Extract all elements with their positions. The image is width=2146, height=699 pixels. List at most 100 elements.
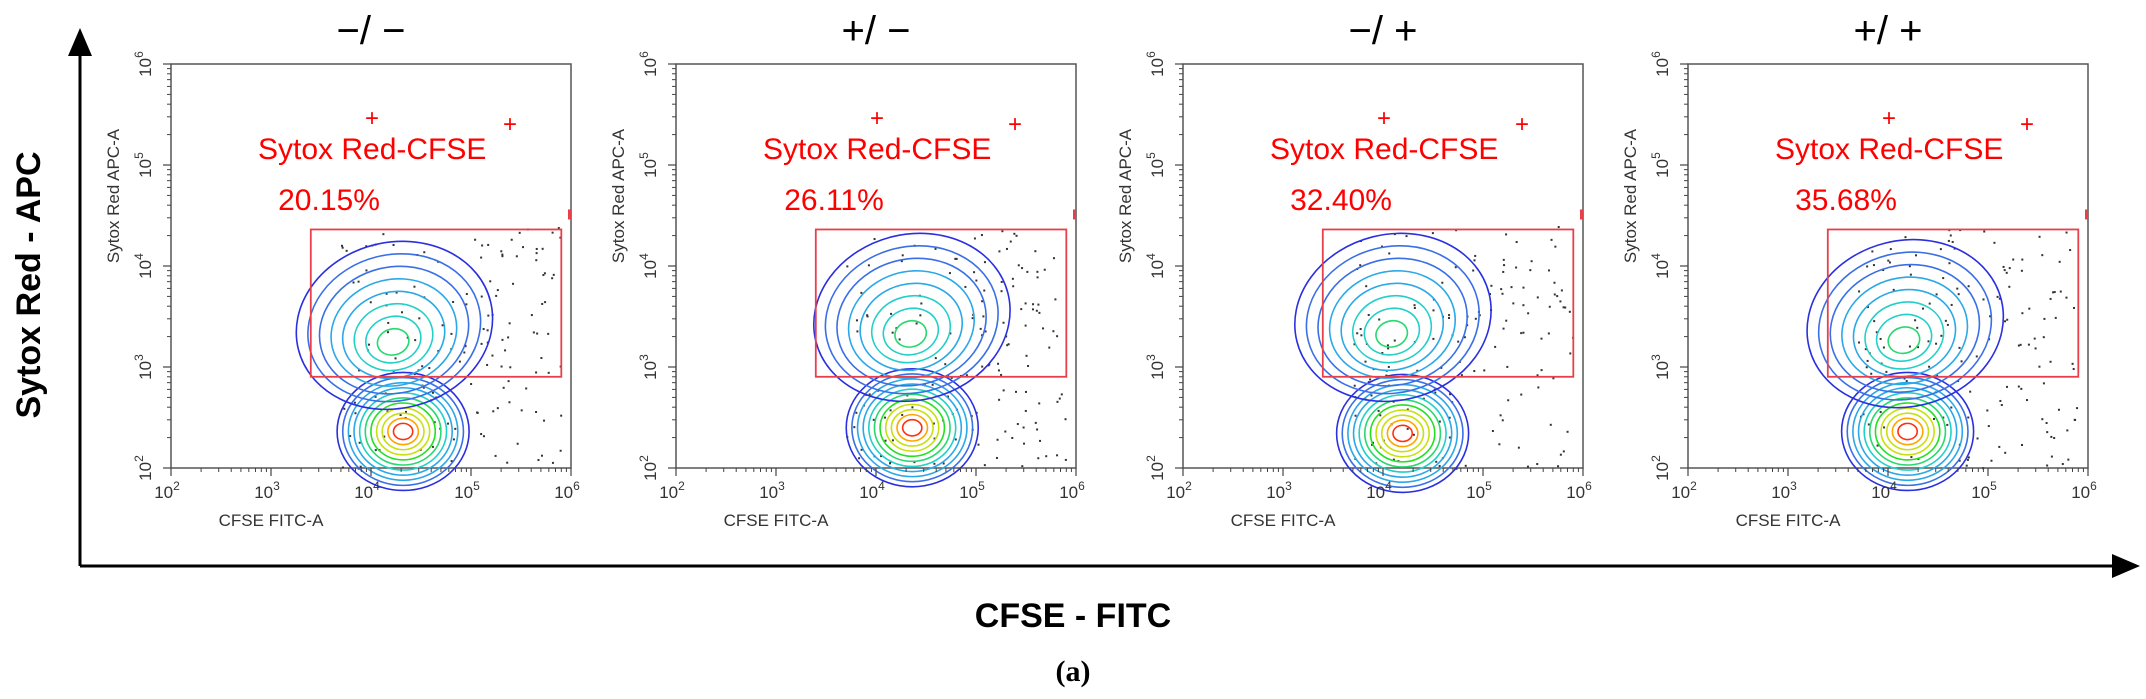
event-dot (898, 338, 901, 341)
event-dot (1540, 337, 1543, 340)
event-dot (1870, 372, 1873, 375)
event-dot (1983, 230, 1986, 233)
contour-ring (1375, 409, 1430, 458)
contour-ring (896, 413, 929, 442)
event-dot (341, 466, 344, 469)
event-dot (1393, 339, 1396, 342)
event-dot (1882, 346, 1885, 349)
event-dot (1559, 300, 1562, 303)
x-tick-label: 103 (759, 479, 785, 502)
event-dot (386, 410, 389, 413)
gate-rect (309, 228, 563, 378)
event-dot (431, 391, 434, 394)
event-dot (1016, 423, 1019, 426)
y-tick-label: 104 (1144, 253, 1167, 279)
event-dot (1502, 327, 1505, 330)
event-dot (1883, 426, 1886, 429)
event-dot (487, 314, 490, 317)
event-dot (1464, 464, 1467, 467)
outer-y-label: Sytox Red - APC (10, 151, 48, 418)
event-dot (2050, 435, 2053, 438)
outer-y-arrow (68, 28, 92, 56)
event-dot (1501, 292, 1504, 295)
event-dot (979, 327, 982, 330)
panel-2: +/ −Sytox Red-CFSE+ +26.11%102 103 104 105 10… (609, 9, 1085, 530)
ticks (668, 63, 1077, 476)
event-dot (1372, 441, 1375, 444)
x-tick-label: 105 (454, 479, 480, 502)
contour-ring (1852, 381, 1964, 482)
event-dot (1888, 261, 1891, 264)
event-dot (1043, 268, 1046, 271)
event-dot (1910, 456, 1913, 459)
event-dot (984, 330, 987, 333)
event-dot (2005, 271, 2008, 274)
event-dot (996, 438, 999, 441)
contour-ring (1841, 276, 1969, 386)
contour-ring (1891, 417, 1924, 446)
event-dot (868, 393, 871, 396)
event-dot (2067, 458, 2070, 461)
event-dot (358, 369, 361, 372)
event-dot (1939, 248, 1942, 251)
event-dot (1011, 277, 1014, 280)
event-dot (1009, 240, 1012, 243)
event-dot (1056, 400, 1059, 403)
event-dot (2043, 317, 2046, 320)
event-dot (1037, 303, 1040, 306)
event-dot (1012, 285, 1015, 288)
event-dot (2052, 291, 2055, 294)
event-dot (880, 455, 883, 458)
event-dot (501, 255, 504, 258)
event-dot (525, 387, 528, 390)
gate-handle (2085, 209, 2088, 220)
x-tick-label: 106 (1566, 479, 1592, 502)
event-dot (1004, 430, 1007, 433)
event-dot (954, 438, 957, 441)
event-dot (1380, 245, 1383, 248)
contour-ring (1840, 371, 1975, 492)
event-dot (1024, 409, 1027, 412)
event-dot (975, 279, 978, 282)
event-dot (433, 421, 436, 424)
x-tick-label: 104 (859, 479, 885, 502)
event-dot (357, 280, 360, 283)
ticks (1680, 63, 2089, 476)
event-dot (1038, 402, 1041, 405)
event-dot (1489, 293, 1492, 296)
event-dot (1967, 285, 1970, 288)
event-dot (504, 349, 507, 352)
event-dot (2057, 408, 2060, 411)
gate-percent: 35.68% (1795, 184, 1897, 217)
panel-title: −/ − (337, 9, 406, 53)
panel-4: +/ +Sytox Red-CFSE+ +35.68%102 103 104 105 10… (1621, 9, 2097, 530)
event-dot (482, 435, 485, 438)
event-dot (1505, 319, 1508, 322)
event-dot (1045, 455, 1048, 458)
event-dot (1011, 436, 1014, 439)
event-dot (1866, 265, 1869, 268)
gate-percent: 20.15% (278, 184, 380, 217)
event-dot (1434, 391, 1437, 394)
event-dot (431, 445, 434, 448)
event-dot (1951, 240, 1954, 243)
event-dot (856, 330, 859, 333)
event-dot (2053, 437, 2056, 440)
event-dot (1052, 330, 1055, 333)
contour-ring (1885, 412, 1930, 451)
event-dot (1527, 312, 1530, 315)
event-dot (1909, 273, 1912, 276)
event-dot (1002, 321, 1005, 324)
event-dot (1387, 365, 1390, 368)
event-dot (2004, 451, 2007, 454)
x-tick-label: 106 (554, 479, 580, 502)
event-dot (911, 406, 914, 409)
gate-handle (568, 209, 571, 220)
contour-ring (330, 277, 458, 387)
event-dot (1568, 310, 1571, 313)
event-dot (1024, 390, 1027, 393)
event-dot (418, 317, 421, 320)
gate-handle (1580, 209, 1583, 220)
contour-ring (1328, 269, 1457, 379)
event-dot (997, 362, 1000, 365)
